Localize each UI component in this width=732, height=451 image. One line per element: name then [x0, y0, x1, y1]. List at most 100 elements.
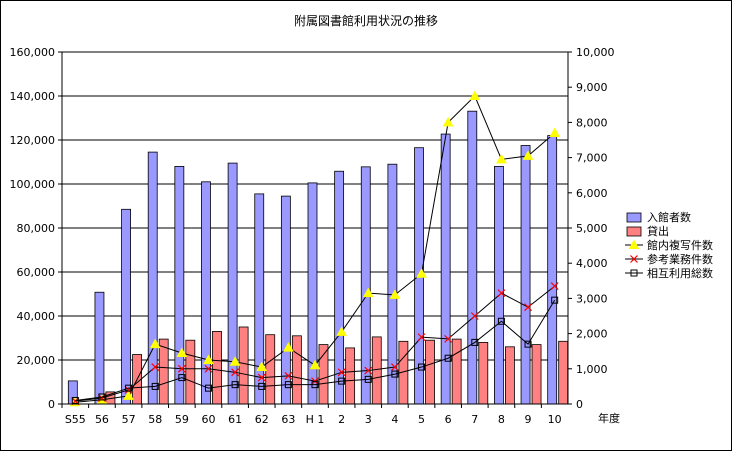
- right-axis-tick-label: 7,000: [576, 152, 608, 165]
- left-axis-tick-label: 60,000: [17, 266, 56, 279]
- x-axis-tick-label: 61: [228, 413, 242, 426]
- marker-stroke: [257, 373, 266, 382]
- marker-stroke: [444, 334, 453, 343]
- line-point-marker: [362, 287, 374, 298]
- line-point-marker: [497, 289, 506, 298]
- x-axis-tick-label: 5: [418, 413, 425, 426]
- bar: [440, 133, 451, 405]
- x-axis-tick-label: 9: [525, 413, 532, 426]
- x-axis-tick-label: 6: [445, 413, 452, 426]
- line-point-marker: [522, 150, 534, 160]
- left-axis-tick-label: 80,000: [17, 222, 56, 235]
- x-axis-tick-label: 10: [548, 413, 562, 426]
- line-point-marker: [98, 393, 106, 401]
- line-point-marker: [470, 312, 479, 320]
- line-point-marker: [149, 338, 161, 349]
- bar: [254, 193, 265, 405]
- left-axis-tick-label: 100,000: [10, 178, 56, 191]
- line-point-marker: [497, 317, 505, 325]
- x-axis-tick-label: S55: [65, 413, 86, 426]
- line-point-marker: [256, 361, 268, 372]
- line-point-marker: [416, 268, 427, 278]
- marker-stroke: [204, 364, 213, 373]
- x-axis-tick-label: 3: [365, 413, 372, 426]
- line-point-marker: [524, 303, 532, 312]
- line-point-marker: [71, 396, 79, 404]
- line-point-marker: [204, 384, 212, 392]
- line-point-marker: [390, 363, 399, 371]
- legend-label: 参考業務件数: [647, 252, 713, 266]
- plot-border: [61, 51, 569, 405]
- line-point-marker: [229, 356, 241, 366]
- right-axis-tick-label: 1,000: [576, 363, 608, 376]
- x-axis-tick-label: 2: [338, 413, 345, 426]
- bar: [505, 346, 515, 405]
- bar: [238, 326, 249, 405]
- left-axis-tick-label: 140,000: [10, 90, 56, 103]
- x-axis-label: 年度: [598, 411, 620, 425]
- bar: [371, 336, 382, 405]
- marker-stroke: [231, 368, 240, 377]
- bar: [547, 135, 558, 405]
- right-axis-tick-label: 10,000: [576, 46, 615, 59]
- line-point-marker: [96, 394, 108, 404]
- line-point-marker: [628, 239, 640, 249]
- right-axis-tick-label: 5,000: [576, 222, 608, 235]
- bar: [558, 340, 569, 405]
- left-axis-tick-label: 0: [48, 398, 55, 411]
- line-point-marker: [177, 364, 186, 373]
- bar: [307, 182, 318, 405]
- bar: [227, 162, 238, 405]
- marker-stroke: [284, 371, 293, 380]
- legend-label: 相互利用総数: [647, 266, 713, 280]
- line-point-marker: [283, 342, 294, 352]
- marker-stroke: [390, 363, 399, 371]
- marker-stroke: [524, 303, 532, 312]
- x-axis-tick-label: 62: [255, 413, 269, 426]
- x-axis-tick-label: 59: [175, 413, 189, 426]
- bar: [520, 145, 531, 405]
- line-point-marker: [176, 347, 188, 357]
- line-point-marker: [203, 354, 214, 364]
- right-axis-tick-label: 3,000: [576, 292, 608, 305]
- legend-swatch: [626, 226, 642, 237]
- line-point-marker: [524, 340, 532, 348]
- bar: [265, 334, 276, 405]
- line-point-marker: [550, 282, 559, 291]
- line-point-marker: [391, 370, 399, 378]
- line-point-marker: [364, 366, 373, 375]
- line-point-marker: [125, 384, 133, 392]
- right-axis-tick-label: 2,000: [576, 328, 608, 341]
- tick-labels: 0 20,000 40,000 60,000 80,000 100,000 120,000 1…: [10, 46, 615, 426]
- line-point-marker: [418, 363, 426, 371]
- line-point-marker: [444, 334, 453, 343]
- x-axis-tick-label: 56: [95, 413, 109, 426]
- line-point-marker: [284, 371, 293, 380]
- line-point-marker: [417, 333, 426, 342]
- legend-label: 入館者数: [647, 210, 691, 224]
- line-point-marker: [364, 375, 372, 383]
- legend-label: 貸出: [647, 224, 669, 238]
- bar: [531, 344, 542, 405]
- x-axis-tick-label: H 1: [306, 413, 325, 426]
- marker-stroke: [630, 255, 638, 263]
- marker-stroke: [311, 377, 319, 386]
- bar: [345, 347, 356, 405]
- line-point-marker: [231, 381, 239, 389]
- marker-stroke: [417, 333, 426, 342]
- right-axis-tick-label: 4,000: [576, 257, 608, 270]
- line-point-marker: [231, 368, 240, 377]
- marker-stroke: [550, 282, 559, 291]
- line-point-marker: [469, 90, 481, 100]
- line-point-marker: [258, 382, 266, 390]
- line-point-marker: [336, 326, 347, 336]
- marker-stroke: [470, 312, 479, 320]
- right-axis-tick-label: 8,000: [576, 116, 608, 129]
- marker-stroke: [177, 364, 186, 373]
- bar: [478, 341, 489, 405]
- line-point-marker: [178, 374, 186, 382]
- bar: [494, 165, 504, 405]
- marker-stroke: [337, 368, 346, 377]
